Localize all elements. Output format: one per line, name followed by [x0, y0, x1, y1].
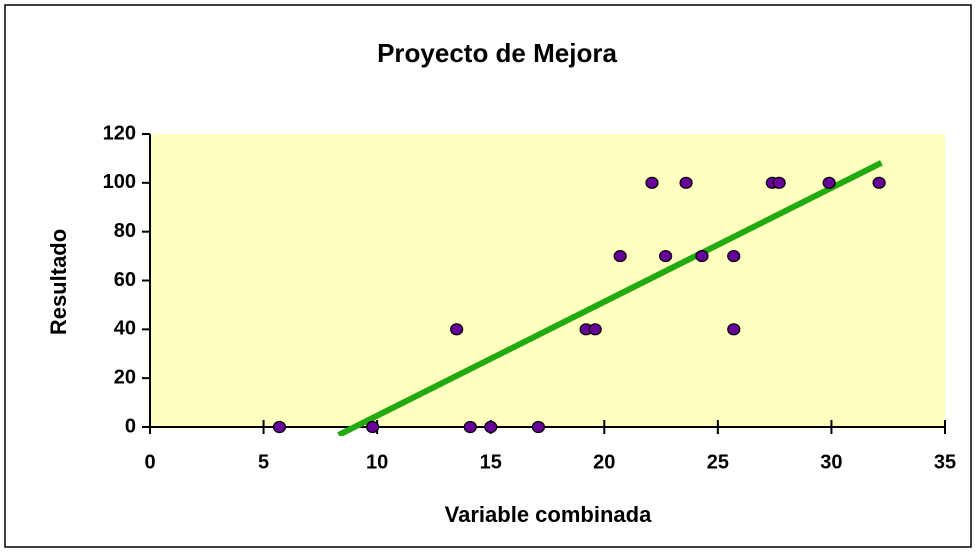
x-tick-label: 35: [934, 451, 956, 473]
point: [727, 249, 741, 263]
trendline: [337, 160, 883, 436]
point: [272, 420, 287, 434]
x-tick-label: 0: [144, 451, 155, 473]
x-tick-label: 20: [593, 451, 615, 473]
point: [727, 323, 741, 336]
y-tick-label: 120: [103, 122, 136, 144]
point: [366, 420, 380, 434]
x-tick-label: 15: [480, 451, 502, 473]
point: [613, 249, 627, 263]
x-tick-label: 30: [820, 451, 842, 473]
point: [772, 176, 786, 189]
point: [679, 176, 693, 189]
point: [872, 176, 886, 189]
point: [695, 249, 709, 263]
y-axis-label-group: Resultado: [46, 229, 71, 335]
point: [822, 176, 836, 189]
point: [484, 420, 498, 434]
x-tick-label: 10: [366, 451, 388, 473]
point: [531, 420, 546, 434]
y-tick-label: 20: [114, 366, 136, 388]
x-axis-label: Variable combinada: [445, 502, 652, 527]
trendline-group: [337, 160, 883, 436]
y-tick-label: 0: [125, 415, 136, 437]
chart-title: Proyecto de Mejora: [377, 38, 617, 68]
y-tick-label: 80: [114, 220, 136, 242]
y-tick-label: 40: [114, 318, 136, 340]
point: [659, 249, 673, 263]
x-tick-label: 25: [707, 451, 729, 473]
plot-background: [150, 134, 945, 427]
y-tick-label: 100: [103, 171, 136, 193]
x-tick-label: 5: [258, 451, 269, 473]
point: [588, 323, 602, 336]
y-tick-label: 60: [114, 269, 136, 291]
y-axis-label: Resultado: [46, 229, 71, 335]
point: [450, 323, 464, 336]
point: [463, 420, 477, 434]
point: [645, 176, 659, 189]
